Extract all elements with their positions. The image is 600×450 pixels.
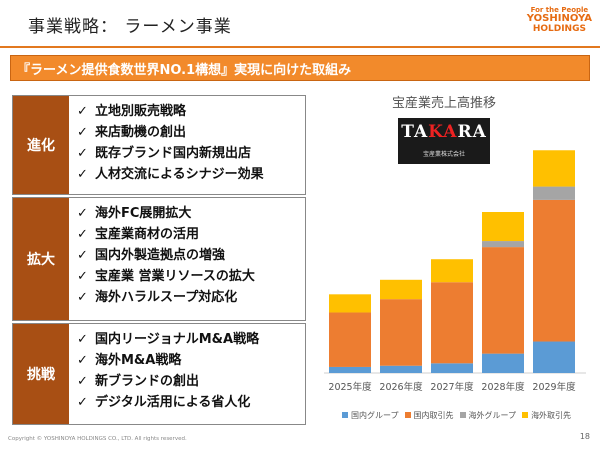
- bar-segment: [533, 199, 575, 342]
- check-icon: ✓: [77, 104, 88, 119]
- copyright-footer: Copyright © YOSHINOYA HOLDINGS CO., LTD.…: [8, 436, 187, 442]
- strategy-label: 挑戦: [13, 324, 69, 424]
- check-icon: ✓: [77, 248, 88, 263]
- check-icon: ✓: [77, 269, 88, 284]
- x-tick-label: 2029年度: [532, 381, 576, 393]
- check-icon: ✓: [77, 206, 88, 221]
- check-icon: ✓: [77, 125, 88, 140]
- bar-segment: [380, 279, 422, 300]
- bar-segment: [329, 312, 371, 367]
- takara-logo-sub: 宝産業株式会社: [422, 151, 465, 158]
- list-item: ✓ 宝産業商材の活用: [77, 224, 255, 245]
- company-logo: For the People YOSHINOYA HOLDINGS: [527, 6, 592, 34]
- list-item: ✓ 海外M&A戦略: [77, 350, 259, 371]
- list-item: ✓ 来店動機の創出: [77, 122, 264, 143]
- strategy-list: ✓ 立地別販売戦略 ✓ 来店動機の創出 ✓ 既存ブランド国内新規出店 ✓ 人材交流による…: [77, 101, 264, 185]
- check-icon: ✓: [77, 353, 88, 368]
- chart-legend: 国内グループ 国内取引先 海外グループ 海外取引先: [336, 410, 571, 421]
- check-icon: ✓: [77, 227, 88, 242]
- bar-segment: [380, 365, 422, 373]
- check-icon: ✓: [77, 332, 88, 347]
- strategy-box-evolve: 進化 ✓ 立地別販売戦略 ✓ 来店動機の創出 ✓ 既存ブランド国内新規出店 ✓ 人材交流…: [12, 95, 306, 195]
- logo-name: YOSHINOYA: [526, 13, 592, 24]
- list-item: ✓ 立地別販売戦略: [77, 101, 264, 122]
- list-item: ✓ 新ブランドの創出: [77, 371, 259, 392]
- legend-swatch: [459, 412, 466, 418]
- list-item: ✓ 宝産業 営業リソースの拡大: [77, 266, 255, 287]
- bar-segment: [482, 247, 524, 354]
- x-tick-label: 2026年度: [379, 381, 423, 393]
- list-item: ✓ 国内リージョナルM&A戦略: [77, 329, 259, 350]
- bar-segment: [533, 186, 575, 200]
- legend-label: 国内グループ: [351, 411, 399, 420]
- check-icon: ✓: [77, 290, 88, 305]
- legend-swatch: [404, 412, 411, 418]
- sales-bar-chart: 2025年度 2026年度 2027年度 2028年度 2029年度: [324, 150, 586, 393]
- check-icon: ✓: [77, 167, 88, 182]
- list-item: ✓ 海外FC展開拡大: [77, 203, 255, 224]
- bar-segment: [431, 363, 473, 373]
- bar-segment: [533, 341, 575, 373]
- bar-segment: [431, 259, 473, 283]
- page-title: 事業戦略： ラーメン事業: [28, 17, 232, 37]
- legend-swatch: [522, 412, 529, 418]
- strategy-box-challenge: 挑戦 ✓ 国内リージョナルM&A戦略 ✓ 海外M&A戦略 ✓ 新ブランドの創出 ✓ デジ…: [12, 323, 306, 425]
- check-icon: ✓: [77, 395, 88, 410]
- page-number: 18: [579, 432, 590, 441]
- banner-text: 『ラーメン提供食数世界NO.1構想』実現に向けた取組み: [17, 63, 352, 78]
- legend-label: 海外グループ: [468, 411, 517, 420]
- bar-segment: [380, 299, 422, 366]
- header-divider: [0, 46, 600, 48]
- bar-segment: [482, 353, 524, 373]
- x-tick-label: 2025年度: [328, 381, 372, 393]
- bar-segment: [329, 294, 371, 313]
- takara-logo-text: TAKARA: [401, 122, 487, 142]
- bar-segment: [431, 282, 473, 364]
- legend-swatch: [342, 412, 348, 418]
- list-item: ✓ 既存ブランド国内新規出店: [77, 143, 264, 164]
- strategy-label: 拡大: [13, 198, 69, 320]
- strategy-list: ✓ 国内リージョナルM&A戦略 ✓ 海外M&A戦略 ✓ 新ブランドの創出 ✓ デジタル活…: [77, 329, 259, 413]
- section-banner: 『ラーメン提供食数世界NO.1構想』実現に向けた取組み: [10, 55, 590, 81]
- logo-tagline: For the People: [530, 6, 589, 14]
- logo-subname: HOLDINGS: [532, 24, 586, 34]
- strategy-box-expand: 拡大 ✓ 海外FC展開拡大 ✓ 宝産業商材の活用 ✓ 国内外製造拠点の増強 ✓ 宝産業 …: [12, 197, 306, 321]
- strategy-list: ✓ 海外FC展開拡大 ✓ 宝産業商材の活用 ✓ 国内外製造拠点の増強 ✓ 宝産業 営業リ…: [77, 203, 255, 308]
- bar-segment: [482, 212, 524, 242]
- takara-logo: TAKARA 宝産業株式会社: [398, 118, 490, 164]
- check-icon: ✓: [77, 146, 88, 161]
- chart-title: 宝産業売上高推移: [392, 96, 497, 111]
- x-tick-label: 2027年度: [430, 381, 474, 393]
- bar-segment: [482, 241, 524, 248]
- x-tick-label: 2028年度: [481, 381, 525, 393]
- legend-label: 海外取引先: [531, 411, 572, 420]
- list-item: ✓ デジタル活用による省人化: [77, 392, 259, 413]
- check-icon: ✓: [77, 374, 88, 389]
- strategy-label: 進化: [13, 96, 69, 194]
- list-item: ✓ 人材交流によるシナジー効果: [77, 164, 264, 185]
- bar-segment: [329, 366, 371, 373]
- legend-label: 国内取引先: [413, 411, 454, 420]
- list-item: ✓ 国内外製造拠点の増強: [77, 245, 255, 266]
- list-item: ✓ 海外ハラルスープ対応化: [77, 287, 255, 308]
- bar-segment: [533, 150, 575, 187]
